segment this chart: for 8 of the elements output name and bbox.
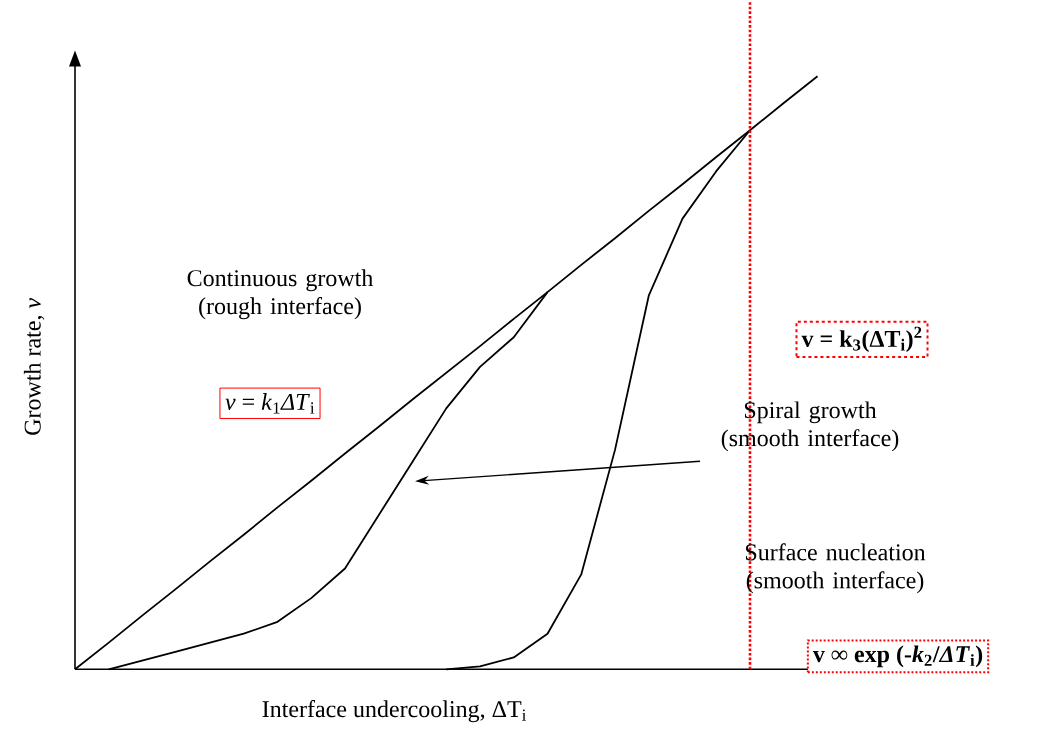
y-axis-title: Growth rate, v	[23, 297, 45, 435]
text: v = k$_{3}$(ΔT$_{i}$)$^{2}$	[801, 326, 922, 352]
annotation: Spiral growth (smooth interface)	[721, 401, 899, 452]
annotation: Surface nucleation (smooth interface)	[745, 543, 926, 594]
annotation: Continuous growth (rough interface)	[187, 269, 374, 320]
text: v ∞ exp (-k$_{2}$/ΔT$_{i}$)	[812, 645, 983, 668]
x-axis-title: Interface undercooling, ΔT$_{i}$	[262, 699, 527, 723]
annotation: v = k$_{1}$ΔT$_{i}$	[225, 392, 315, 414]
